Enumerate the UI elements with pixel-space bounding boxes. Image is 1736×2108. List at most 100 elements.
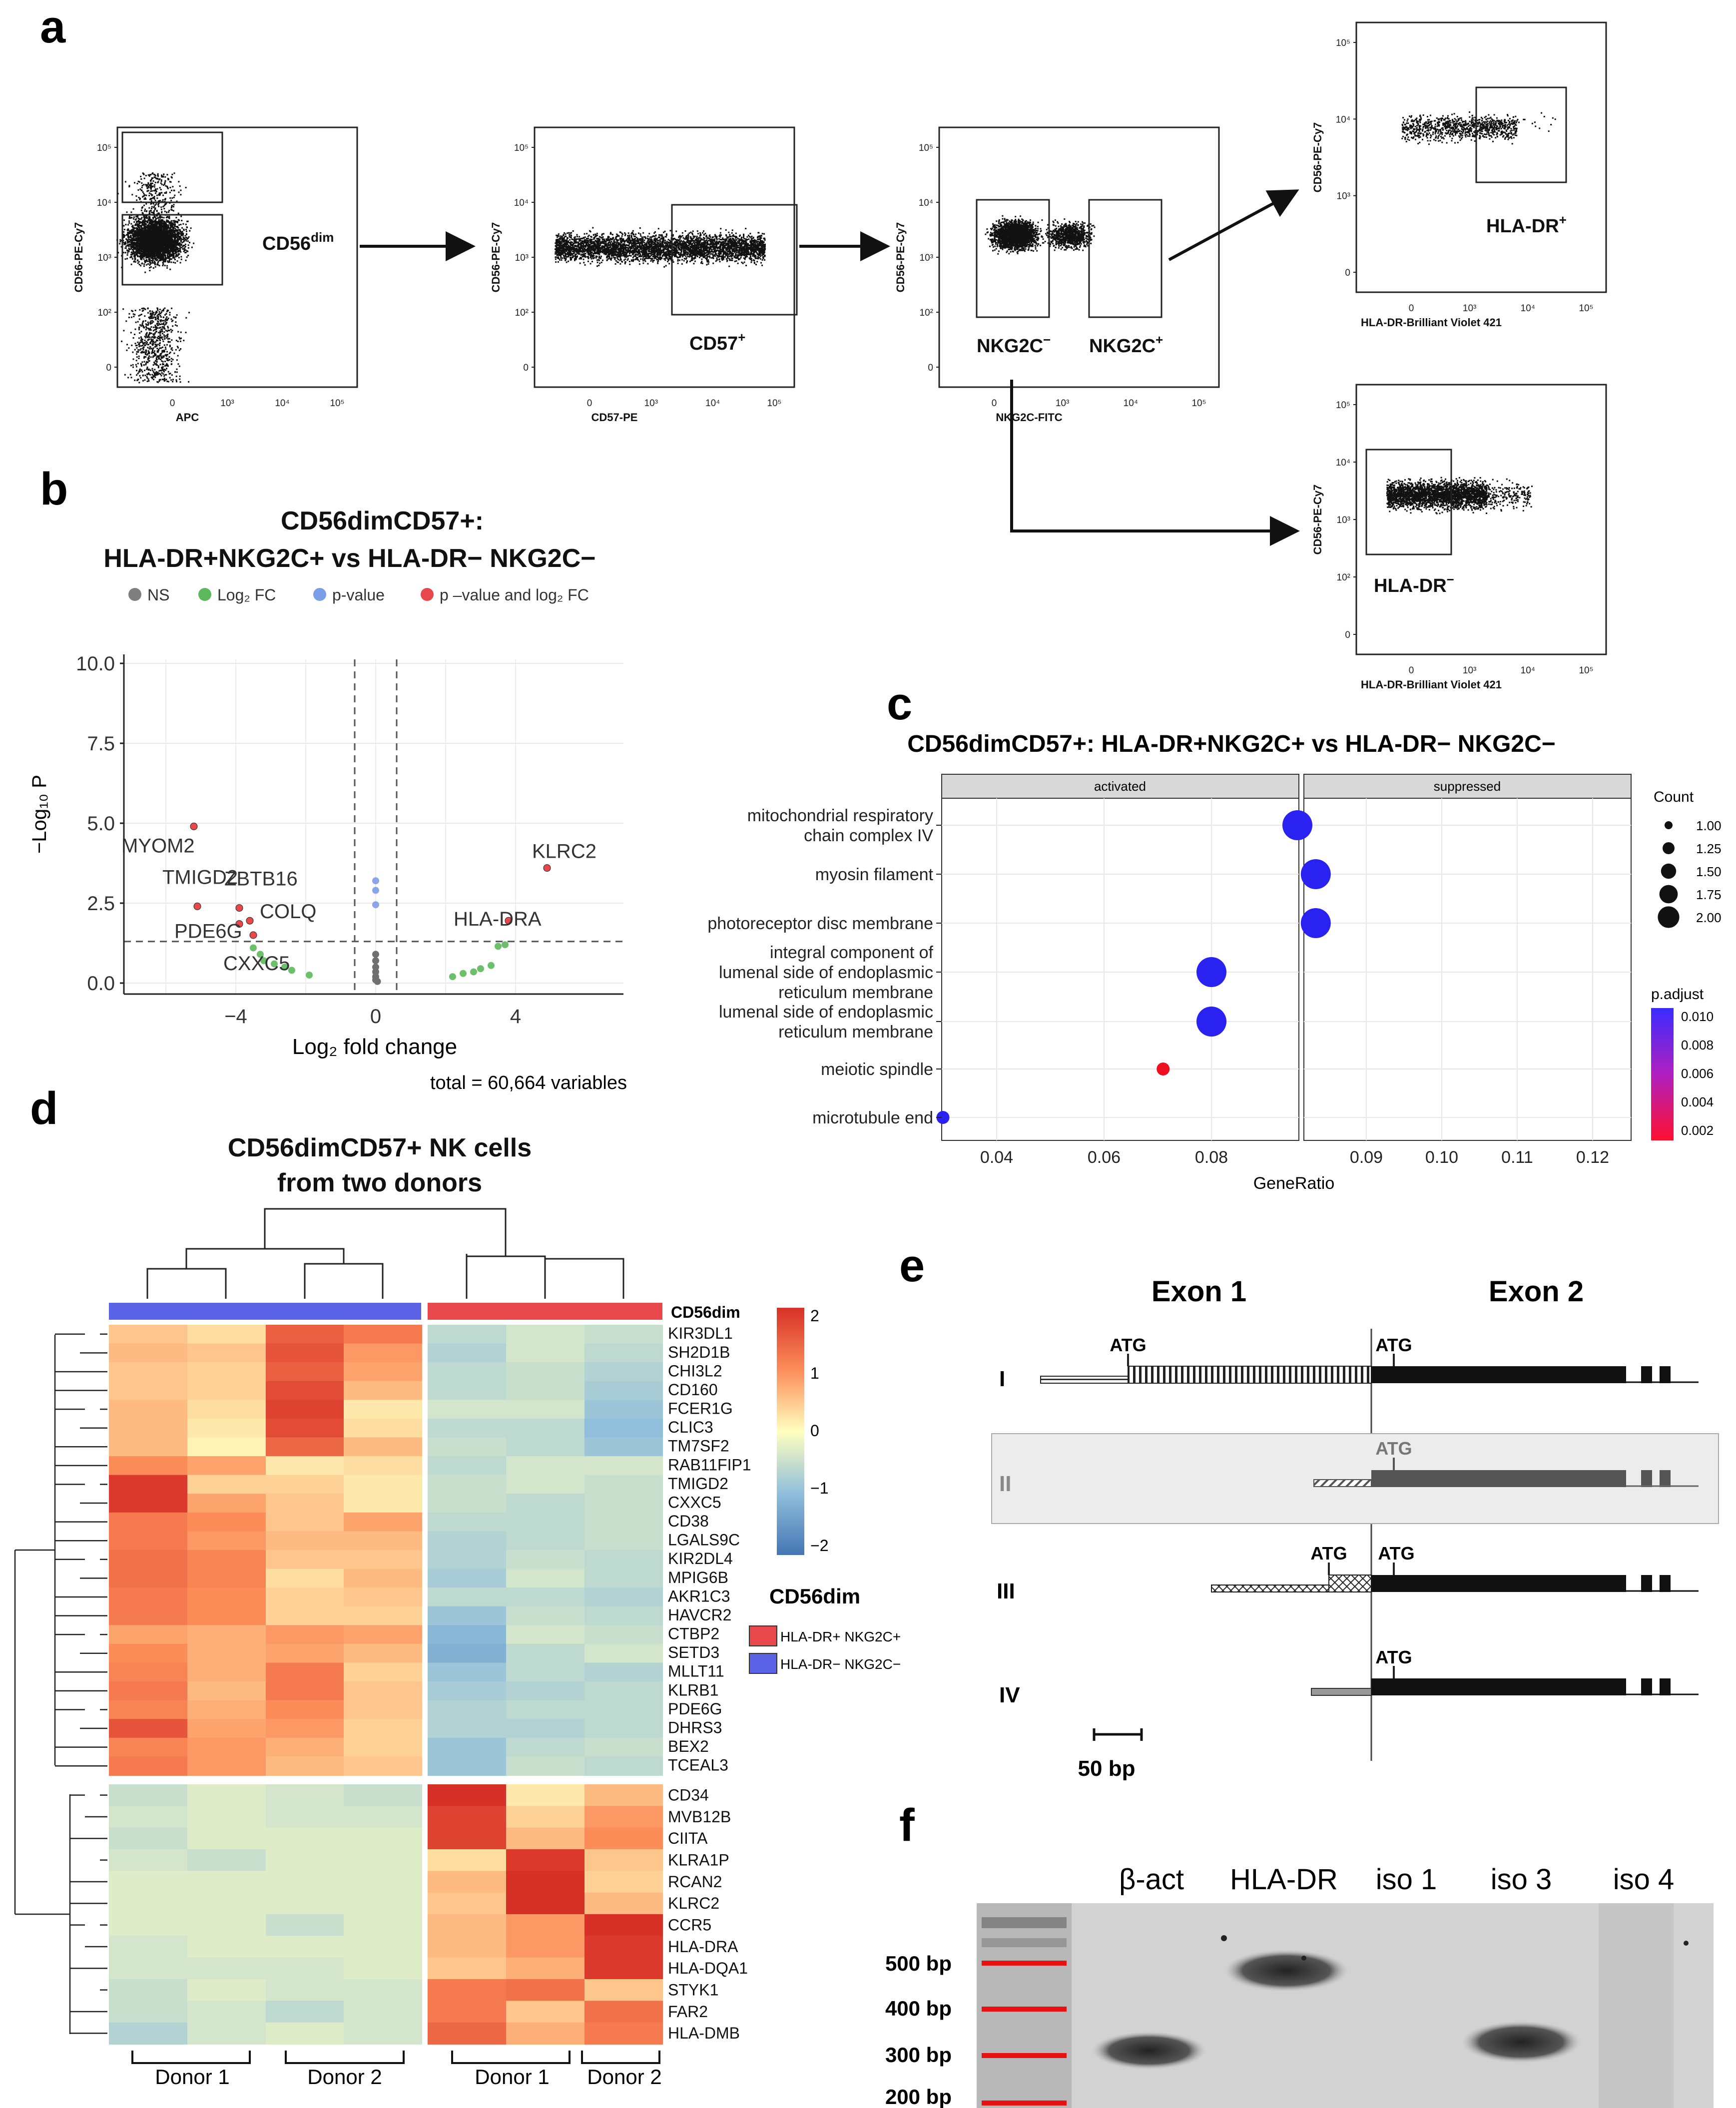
heatmap-cell: [344, 1892, 422, 1915]
heatmap-cell: [428, 1381, 506, 1401]
volcano-point: [488, 962, 495, 969]
count-legend-dot: [1663, 842, 1675, 854]
volcano-legend-dot: [313, 588, 326, 601]
heatmap-cell: [266, 1936, 344, 1958]
heatmap-cell: [506, 1550, 584, 1570]
heatmap-cell: [506, 1512, 584, 1532]
volcano-legend-label: NS: [147, 586, 169, 604]
heatmap-color-scale: [777, 1308, 804, 1555]
heatmap-cell: [187, 1325, 266, 1344]
go-dot: [1300, 908, 1331, 938]
col-annotation-label: CD56dim: [671, 1303, 740, 1321]
heatmap: CD56dimCD57+ NK cells from two donors CD…: [14, 1133, 901, 2089]
heatmap-gene-label: CLIC3: [668, 1418, 713, 1436]
heatmap-cell: [266, 1437, 344, 1457]
marker-label-300: 300 bp: [885, 2043, 952, 2067]
heatmap-cell: [109, 2022, 187, 2045]
heatmap-cell: [506, 1737, 584, 1757]
heatmap-gene-label: PDE6G: [668, 1700, 722, 1718]
heatmap-cell: [344, 1494, 422, 1513]
volcano-point: [460, 970, 467, 977]
heatmap-cell: [109, 1936, 187, 1958]
heatmap-cell: [506, 1700, 584, 1720]
heatmap-cell: [584, 1737, 663, 1757]
flow-gate: [1088, 199, 1162, 318]
volcano-gene-label: MYOM2: [121, 835, 195, 857]
heatmap-cell: [109, 1756, 187, 1776]
heatmap-cell: [344, 1936, 422, 1958]
gel-lane-label-5: iso 4: [1613, 1863, 1675, 1896]
isoform-diagram: Exon 1 Exon 2 I ATG ATG II ATG III ATG A…: [991, 1275, 1719, 1781]
heatmap-cell: [428, 1979, 506, 2002]
count-legend-dot: [1658, 906, 1680, 928]
heatmap-cell: [584, 1681, 663, 1701]
flow-xlabel: APC: [176, 411, 199, 424]
volcano-point: [372, 964, 379, 971]
heatmap-cell: [109, 1957, 187, 1980]
go-panel-left: [941, 798, 1299, 1141]
go-dot: [1196, 1007, 1226, 1037]
flow-xtick: 10⁵: [1579, 665, 1593, 676]
heatmap-cell: [187, 1362, 266, 1382]
heatmap-cell: [266, 1737, 344, 1757]
heatmap-cell: [506, 1871, 584, 1893]
go-term-label: chain complex IV: [804, 826, 933, 845]
heatmap-cell: [584, 2022, 663, 2045]
heatmap-cell: [344, 1325, 422, 1344]
go-xtick: 0.06: [1088, 1148, 1121, 1167]
flow-xtick: 10⁵: [330, 398, 344, 409]
gel-lane-label-2: HLA-DR: [1230, 1863, 1338, 1896]
heatmap-cell: [266, 1550, 344, 1570]
heatmap-cell: [187, 1737, 266, 1757]
count-legend-dot: [1665, 821, 1673, 829]
heatmap-cell: [506, 1456, 584, 1476]
heatmap-scale-label: 2: [810, 1307, 819, 1325]
flow-plot-1: 10⁵ 10⁴ 10³ 10² 0 0 10³ 10⁴ 10⁵ APC CD56-PE-Cy7 CD5…: [72, 126, 358, 424]
heatmap-gene-label: SETD3: [668, 1643, 719, 1661]
heatmap-cell: [506, 1662, 584, 1682]
go-term-label: integral component of: [770, 943, 934, 962]
volcano-point: [502, 941, 509, 949]
marker-200: [982, 2101, 1067, 2106]
flow-xtick: 10³: [220, 398, 234, 409]
padj-legend-label: 0.010: [1681, 1009, 1714, 1024]
flow-ytick: 10⁵: [1336, 38, 1350, 48]
volcano-plot-area: [124, 649, 623, 994]
heatmap-cell: [187, 1625, 266, 1644]
heatmap-cell: [506, 1325, 584, 1344]
volcano-gene-label: KLRC2: [532, 841, 596, 863]
flow-ytick: 10³: [920, 253, 933, 263]
heatmap-cell: [584, 1531, 663, 1551]
heatmap-cell: [187, 1957, 266, 1980]
heatmap-cell: [344, 1806, 422, 1828]
heatmap-cell: [187, 1700, 266, 1720]
heatmap-cell: [428, 1437, 506, 1457]
heatmap-cell: [506, 1957, 584, 1980]
go-xtick: 0.09: [1350, 1148, 1383, 1167]
flow-xtick: 0: [587, 398, 592, 409]
go-term-label: myosin filament: [815, 865, 934, 884]
heatmap-cell: [344, 2001, 422, 2023]
volcano-ytick: 2.5: [87, 893, 115, 915]
flow-ytick: 10³: [515, 253, 529, 263]
atg-IV: ATG: [1375, 1647, 1412, 1667]
heatmap-gene-label: CCR5: [668, 1916, 711, 1934]
heatmap-cell: [584, 1892, 663, 1915]
flow-ytick: 0: [1345, 630, 1350, 640]
volcano-point-sig: [235, 904, 243, 912]
arrow-3-5: [1010, 380, 1300, 546]
flow-xtick: 10⁴: [1124, 398, 1138, 409]
volcano-ylabel: −Log₁₀ P: [28, 775, 50, 854]
heatmap-gene-label: CD34: [668, 1786, 709, 1804]
heatmap-cell: [266, 1494, 344, 1513]
go-enrichment-plot: CD56dimCD57+: HLA-DR+NKG2C+ vs HLA-DR− N…: [707, 731, 1721, 1193]
flow-xtick: 10⁴: [1521, 665, 1535, 676]
heatmap-cell: [584, 1643, 663, 1663]
heatmap-cell: [584, 1343, 663, 1363]
heatmap-gene-label: STYK1: [668, 1981, 718, 1999]
heatmap-cell: [187, 1979, 266, 2002]
heatmap-scale-label: 1: [810, 1364, 819, 1382]
flow-events: [555, 227, 766, 268]
heatmap-cell: [428, 1957, 506, 1980]
heatmap-cell: [344, 1569, 422, 1588]
